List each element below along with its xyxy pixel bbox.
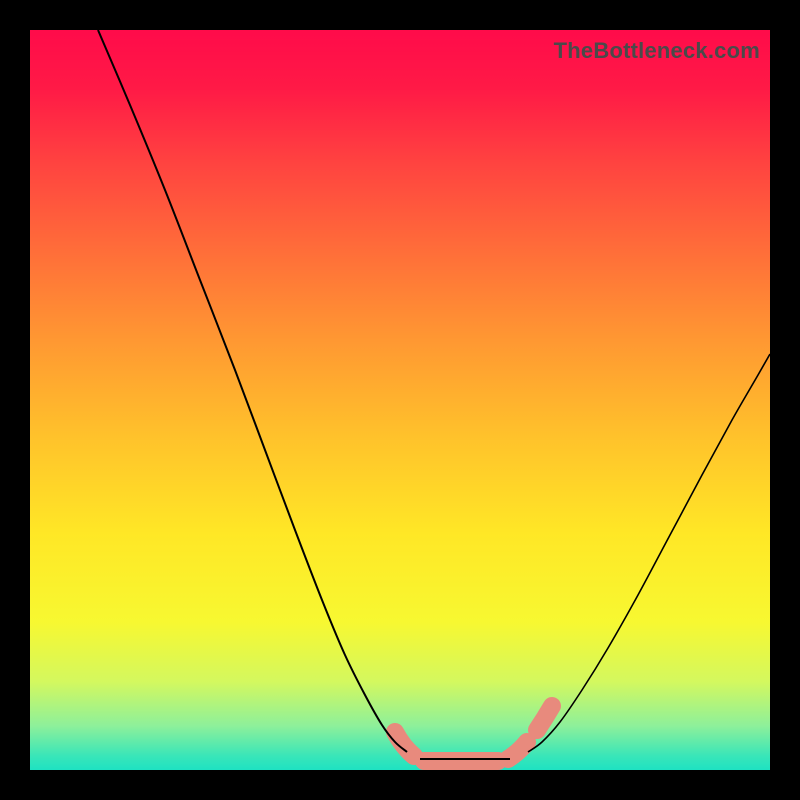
curve-left: [98, 30, 407, 752]
curves-layer: [30, 30, 770, 770]
outer-frame: TheBottleneck.com: [0, 0, 800, 800]
curve-right: [528, 354, 770, 752]
highlight-segments: [395, 706, 552, 761]
highlight-segment: [537, 706, 552, 730]
highlight-segment: [508, 742, 527, 759]
plot-area: TheBottleneck.com: [30, 30, 770, 770]
